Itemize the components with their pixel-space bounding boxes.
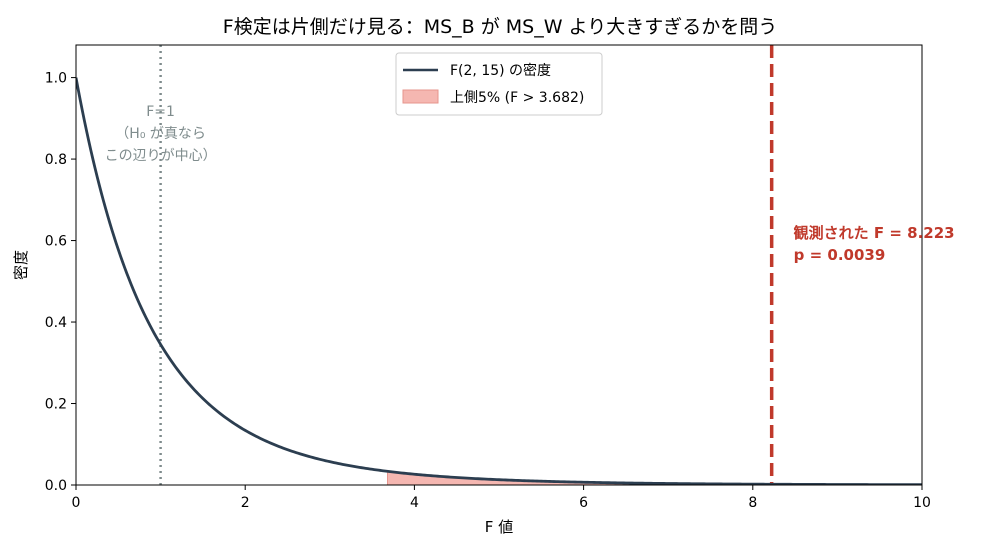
y-tick-label: 0.0 [45, 478, 67, 494]
y-tick-label: 0.8 [45, 152, 67, 168]
legend: F(2, 15) の密度 上側5% (F > 3.682) [395, 52, 603, 116]
x-tick-label: 10 [913, 495, 931, 511]
f1-annotation-line: （H₀ が真なら [115, 126, 206, 142]
x-tick-label: 4 [410, 495, 419, 511]
chart-title: F検定は片側だけ見る：MS_B が MS_W より大きすぎるかを問う [223, 16, 777, 38]
y-tick-label: 0.6 [45, 234, 67, 250]
x-axis-label: F 値 [485, 518, 513, 536]
y-axis: 0.0 0.2 0.4 0.6 0.8 1.0 [45, 71, 76, 494]
y-tick-label: 0.4 [45, 315, 67, 331]
legend-box [395, 52, 603, 116]
y-axis-label: 密度 [12, 250, 30, 280]
observed-annotation-line: p = 0.0039 [794, 246, 886, 264]
x-tick-label: 8 [748, 495, 757, 511]
observed-annotation-line: 観測された F = 8.223 [794, 224, 955, 242]
x-tick-label: 0 [72, 495, 81, 511]
f1-annotation-line: F=1 [146, 104, 175, 120]
legend-label-upper-tail: 上側5% (F > 3.682) [450, 90, 584, 106]
x-tick-label: 2 [241, 495, 250, 511]
x-axis: 0 2 4 6 8 10 [72, 485, 931, 511]
plot-frame [75, 44, 923, 486]
legend-area-swatch [402, 89, 439, 104]
f1-annotation-line: この辺りが中心） [105, 148, 217, 164]
y-tick-label: 0.2 [45, 397, 67, 413]
y-tick-label: 1.0 [45, 71, 67, 87]
density-curve [76, 77, 922, 485]
legend-label-density: F(2, 15) の密度 [450, 62, 551, 79]
x-tick-label: 6 [579, 495, 588, 511]
